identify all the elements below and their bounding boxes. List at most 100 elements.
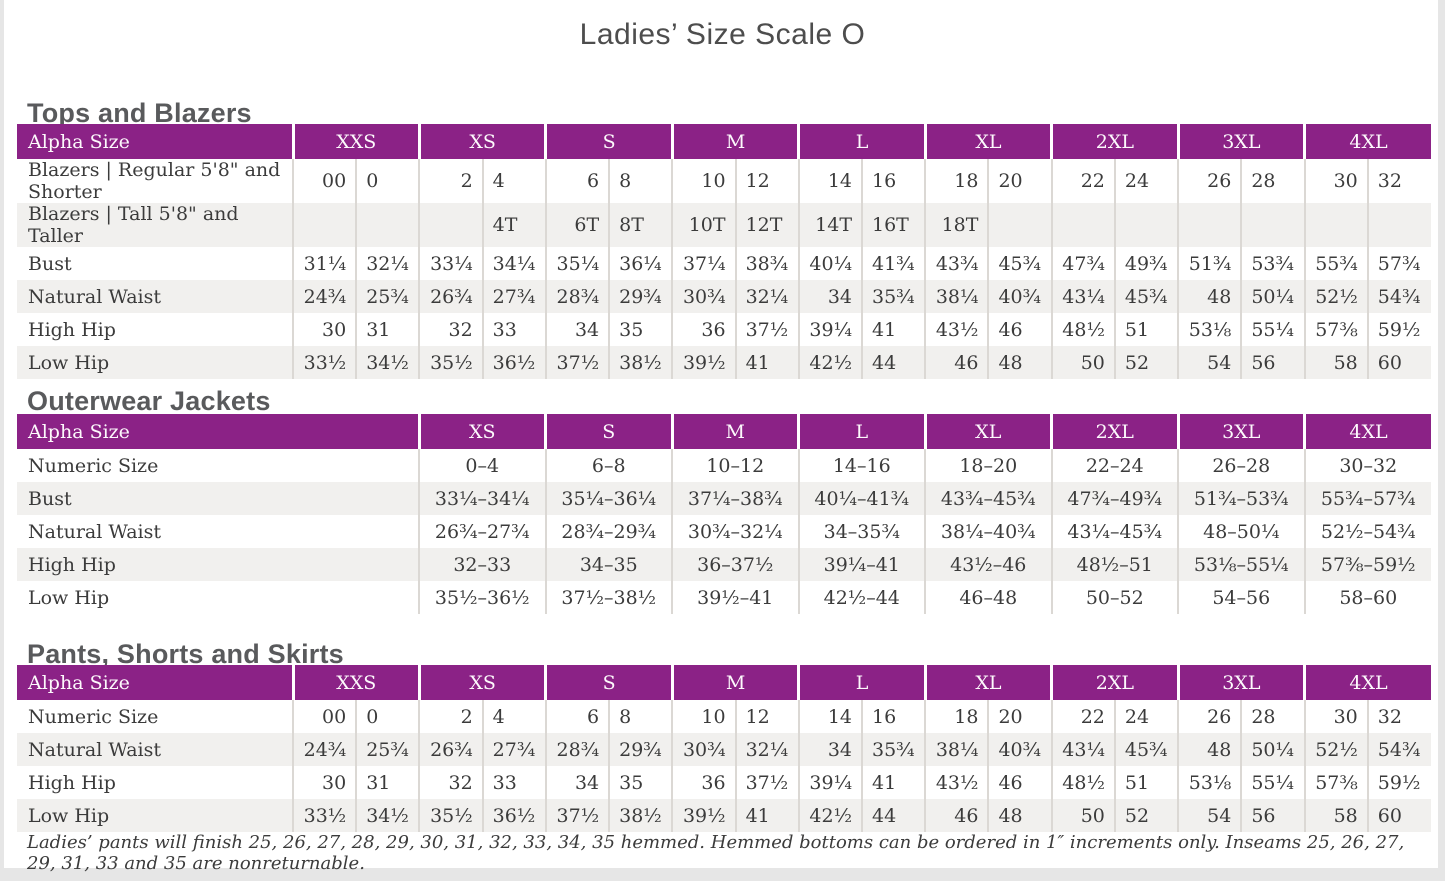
size-column-header: XL (923, 124, 1052, 159)
size-cell: 48 (1177, 280, 1242, 313)
size-cell: 41¾ (860, 247, 926, 280)
size-cell: 0 (355, 159, 420, 203)
size-cell: 35¼–36¼ (544, 482, 672, 515)
size-cell: 39½ (671, 799, 736, 832)
size-cell: 38½ (608, 346, 673, 379)
size-cell: 4T (481, 203, 546, 247)
size-cell: 35½ (418, 346, 483, 379)
size-cell: 55¾–57¾ (1303, 482, 1431, 515)
table-row: Bust 33¼–34¼ 35¼–36¼ 37¼–38¾ 40¼–41¾ 43¾–45¾ 4… (17, 482, 1431, 515)
size-cell: 8 (608, 159, 673, 203)
size-cell: 36 (671, 766, 736, 799)
size-cell: 22–24 (1050, 449, 1178, 482)
size-cell: 43¼–45¾ (1050, 515, 1178, 548)
size-cell: 38¾ (734, 247, 799, 280)
size-column-header: S (544, 414, 672, 449)
size-cell: 34½ (355, 799, 420, 832)
size-cell (1366, 203, 1432, 247)
size-cell (418, 203, 483, 247)
size-cell: 18T (924, 203, 989, 247)
row-label: Bust (17, 482, 419, 515)
size-cell: 59½ (1366, 313, 1432, 346)
size-cell: 30¾–32¼ (671, 515, 799, 548)
size-cell: 30 (1303, 159, 1368, 203)
size-cell: 22 (1050, 159, 1115, 203)
size-cell: 41 (734, 346, 799, 379)
size-cell: 52½ (1303, 280, 1368, 313)
size-cell: 54¾ (1366, 280, 1432, 313)
size-cell: 29¾ (608, 280, 673, 313)
size-cell: 39¼ (797, 313, 862, 346)
size-cell: 39¼ (797, 766, 862, 799)
size-cell: 40¼ (797, 247, 862, 280)
size-cell: 58 (1303, 346, 1368, 379)
size-cell: 8 (608, 700, 673, 733)
size-cell: 45¾ (1113, 280, 1179, 313)
size-cell: 10 (671, 159, 736, 203)
size-cell: 33 (481, 313, 546, 346)
size-cell: 33½ (291, 799, 357, 832)
size-cell: 54¾ (1366, 733, 1432, 766)
row-label: Numeric Size (28, 705, 159, 728)
row-label: Blazers | Tall 5'8" and Taller (17, 203, 293, 247)
size-cell: 59½ (1366, 766, 1432, 799)
table-row: Natural Waist 26¾–27¾ 28¾–29¾ 30¾–32¼ 34–35¾… (17, 515, 1431, 548)
size-cell: 50 (1050, 799, 1115, 832)
size-cell: 39½–41 (671, 581, 799, 614)
section-title-pants-shorts-and-skirts: Pants, Shorts and Skirts (27, 639, 344, 670)
size-cell: 30¾ (671, 280, 736, 313)
size-cell: 52½ (1303, 733, 1368, 766)
size-cell: 35¾ (860, 280, 926, 313)
size-cell: 38¼ (924, 280, 989, 313)
table-row: Low Hip 35½–36½ 37½–38½ 39½–41 42½–44 46–48 50… (17, 581, 1431, 614)
size-cell: 37½ (544, 799, 610, 832)
size-cell (1303, 203, 1368, 247)
size-column-header: L (797, 665, 926, 700)
size-cell: 31 (355, 313, 420, 346)
row-label: High Hip (17, 548, 419, 581)
size-cell: 16 (860, 700, 926, 733)
size-cell: 47¾–49¾ (1050, 482, 1178, 515)
size-cell: 30 (1303, 700, 1368, 733)
size-cell: 48½ (1050, 313, 1115, 346)
size-cell: 32¼ (734, 733, 799, 766)
size-column-header: XS (417, 665, 546, 700)
row-label: Numeric Size (28, 454, 159, 477)
size-cell: 32¼ (355, 247, 420, 280)
size-cell: 48–50¼ (1177, 515, 1305, 548)
size-cell: 50¼ (1240, 733, 1305, 766)
size-cell: 30 (291, 313, 357, 346)
size-cell: 54–56 (1177, 581, 1305, 614)
size-cell: 14 (797, 159, 862, 203)
size-cell: 53¾ (1240, 247, 1305, 280)
size-cell: 34 (797, 280, 862, 313)
size-cell: 43½–46 (924, 548, 1052, 581)
size-cell: 20 (987, 159, 1052, 203)
table-row: Blazers | Tall 5'8" and Taller 4T 6T 8T 10T 1… (17, 203, 1432, 247)
size-cell: 56 (1240, 346, 1305, 379)
size-column-header: XL (923, 665, 1052, 700)
size-cell: 20 (987, 700, 1052, 733)
size-cell: 26¾ (418, 280, 483, 313)
size-column-header: L (797, 124, 926, 159)
size-cell: 53⅛–55¼ (1177, 548, 1305, 581)
size-cell: 2 (418, 159, 483, 203)
size-column-header: 4XL (1303, 124, 1432, 159)
size-table-tops-and-blazers: Alpha Size XXS XS S M L XL 2XL 3XL 4XL Blazers | R… (17, 124, 1432, 379)
size-cell: 10T (671, 203, 736, 247)
size-cell: 57¾ (1366, 247, 1432, 280)
row-label: Bust (28, 252, 72, 275)
size-column-header: 4XL (1303, 665, 1432, 700)
size-cell: 34–35 (544, 548, 672, 581)
size-cell: 30¾ (671, 733, 736, 766)
size-column-header: 3XL (1176, 124, 1305, 159)
size-cell: 35 (608, 766, 673, 799)
row-label: High Hip (28, 771, 116, 794)
size-cell: 51 (1113, 766, 1179, 799)
size-cell (291, 203, 357, 247)
size-cell: 24¾ (291, 280, 357, 313)
size-cell: 27¾ (481, 733, 546, 766)
size-cell: 12 (734, 159, 799, 203)
size-cell: 43¾ (924, 247, 989, 280)
size-cell: 38½ (608, 799, 673, 832)
